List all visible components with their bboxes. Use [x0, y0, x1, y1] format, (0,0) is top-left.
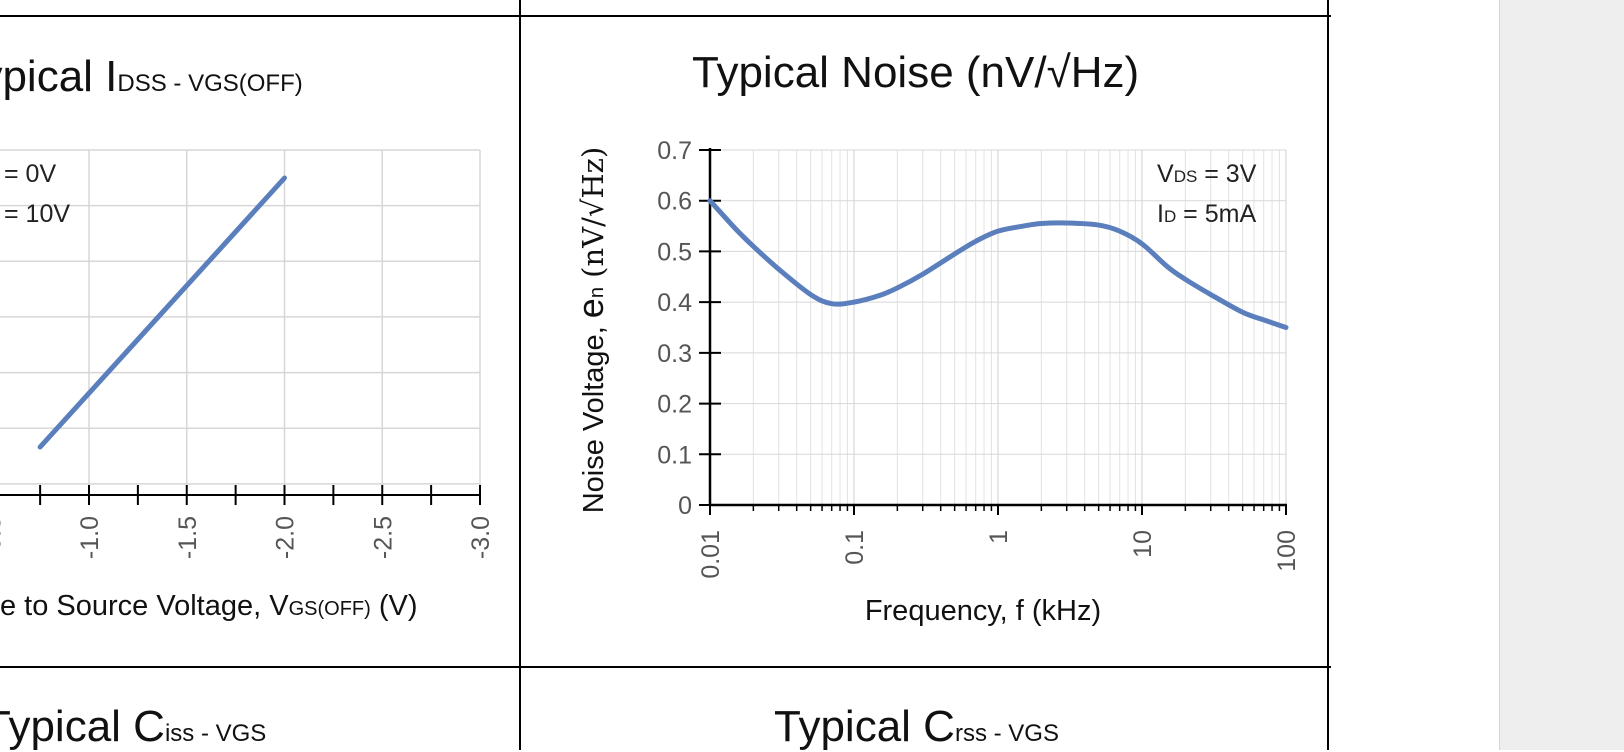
idss-annotation-id: = 10V: [4, 200, 70, 228]
idss-x-tick-label: -2.5: [369, 516, 397, 559]
idss-x-axis-label: e to Source Voltage, VGS(OFF) (V): [0, 590, 418, 622]
noise-annotation-vds: VDS = 3V: [1157, 160, 1257, 188]
idss-series-line: [37, 175, 287, 450]
page-gutter: [1500, 0, 1624, 750]
noise-y-tick-label: 0.3: [657, 340, 692, 368]
noise-annotation-id: ID = 5mA: [1157, 200, 1256, 228]
idss-x-tick-label: -3.0: [467, 516, 495, 559]
idss-chart-title: Typical IDSS - VGS(OFF): [0, 52, 303, 101]
noise-y-tick-label: 0.1: [657, 441, 692, 469]
noise-y-tick-labels: 0 0.1 0.2 0.3 0.4 0.5 0.6 0.7: [657, 137, 692, 520]
panel-divider-vertical: [519, 0, 521, 750]
noise-y-tick-label: 0.4: [657, 289, 692, 317]
noise-y-tick-label: 0: [678, 492, 692, 520]
panel-border-top: [0, 15, 1331, 17]
noise-x-tick-label: 100: [1273, 530, 1301, 572]
idss-x-tick-label: -2.0: [272, 516, 300, 559]
noise-y-tick-label: 0.6: [657, 188, 692, 216]
idss-gridlines: [0, 149, 481, 495]
idss-annotation-vds: = 0V: [4, 160, 56, 188]
idss-x-tick-labels: -1.0 -1.5 -2.0 -2.5 -3.0 -0.5: [0, 516, 495, 559]
noise-series-line: [707, 198, 1289, 330]
noise-y-tick-label: 0.2: [657, 391, 692, 419]
noise-axes: [699, 148, 1287, 515]
ciss-chart-title: Typical Ciss - VGS: [0, 702, 267, 751]
noise-x-tick-label: 10: [1129, 530, 1157, 558]
noise-y-axis-label: Noise Voltage, en (nV/√Hz): [570, 147, 611, 514]
noise-x-tick-labels: 0.01 0.1 1 10 100: [697, 530, 1301, 579]
idss-chart: -1.0 -1.5 -2.0 -2.5 -3.0 -0.5 = 0V = 10V e to…: [0, 149, 495, 622]
noise-x-tick-label: 0.01: [697, 530, 725, 579]
noise-chart: 0 0.1 0.2 0.3 0.4 0.5 0.6 0.7 0.01 0.1 1 10 100 VDS…: [570, 137, 1301, 627]
noise-x-tick-label: 0.1: [841, 530, 869, 565]
noise-x-tick-label: 1: [985, 530, 1013, 544]
idss-x-tick-label: -1.5: [174, 516, 202, 559]
panel-border-right: [1327, 0, 1329, 750]
idss-x-ticks: [39, 485, 481, 505]
idss-x-tick-label: -0.5: [0, 516, 6, 559]
noise-y-tick-label: 0.5: [657, 238, 692, 266]
idss-x-tick-label: -1.0: [76, 516, 104, 559]
noise-chart-title: Typical Noise (nV/√Hz): [692, 48, 1140, 97]
crss-chart-title: Typical Crss - VGS: [774, 702, 1059, 751]
page-edge: [1499, 0, 1500, 750]
noise-y-tick-label: 0.7: [657, 137, 692, 165]
panel-border-middle: [0, 666, 1331, 668]
noise-x-axis-label: Frequency, f (kHz): [865, 595, 1101, 627]
